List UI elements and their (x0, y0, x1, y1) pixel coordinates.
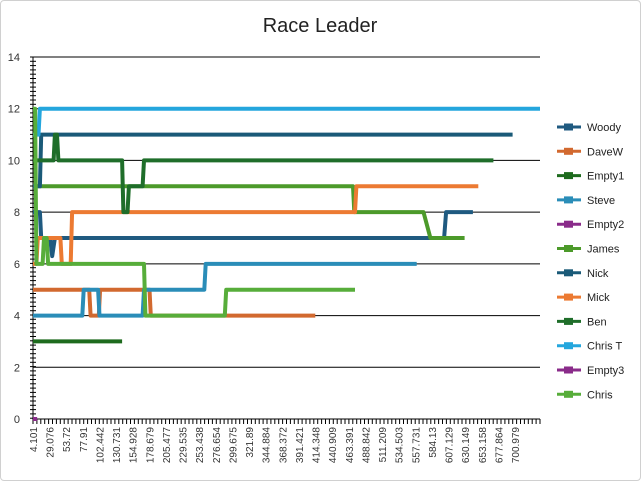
legend-label: Steve (587, 195, 615, 207)
x-tick-label: 205.477 (162, 427, 173, 464)
y-tick-label: 10 (8, 155, 20, 167)
legend-marker (564, 147, 573, 155)
legend-label: Mick (587, 292, 610, 304)
x-tick-label: 102.442 (95, 427, 106, 464)
x-tick-label: 4.101 (29, 427, 40, 452)
x-tick-label: 130.731 (112, 427, 123, 464)
legend-label: Chris T (587, 341, 623, 353)
x-tick-label: 511.209 (378, 427, 389, 463)
x-tick-label: 414.348 (312, 427, 323, 464)
x-tick-label: 53.72 (62, 427, 73, 452)
series-line-mick (33, 184, 479, 266)
x-tick-label: 534.503 (395, 427, 406, 464)
legend-marker (564, 196, 573, 204)
legend-marker (564, 293, 573, 301)
y-tick-label: 4 (14, 311, 20, 323)
y-tick-label: 14 (8, 52, 20, 64)
legend-marker (564, 366, 573, 374)
x-tick-label: 677.864 (494, 427, 505, 464)
y-tick-label: 2 (14, 362, 20, 374)
x-tick-label: 557.731 (411, 427, 422, 464)
x-tick-label: 321.89 (245, 427, 256, 458)
series-lines (33, 106, 540, 421)
legend-label: Empty1 (587, 171, 624, 183)
legend-marker (564, 172, 573, 180)
x-tick-label: 607.129 (445, 427, 456, 464)
x-tick-label: 368.372 (278, 427, 289, 464)
y-tick-label: 0 (14, 414, 20, 426)
x-tick-label: 178.679 (145, 427, 156, 464)
x-tick-label: 653.158 (478, 427, 489, 464)
axes: 0 2 4 6 8 10 12 14 4.101 29.076 53.72 77.91 102.442 1… (8, 52, 541, 464)
legend-label: Chris (587, 389, 613, 401)
chart-title: Race Leader (263, 15, 378, 37)
legend-marker (564, 245, 573, 252)
legend-label: Ben (587, 316, 607, 328)
legend-marker (564, 390, 573, 398)
legend: Woody DaveW Empty1 Steve Empty2 James Nick Mick… (557, 122, 624, 401)
x-tick-label: 276.654 (212, 427, 223, 464)
legend-label: James (587, 244, 620, 256)
x-tick-label: 391.421 (295, 427, 306, 464)
series-line-ben (33, 132, 494, 215)
legend-label: Nick (587, 268, 609, 280)
x-tick-label: 584.13 (428, 427, 439, 458)
x-tick-label: 488.842 (361, 427, 372, 464)
y-tick-label: 8 (14, 207, 20, 219)
legend-marker (564, 123, 573, 131)
x-tick-label: 29.076 (46, 427, 57, 458)
x-tick-label: 440.909 (328, 427, 339, 464)
series-line-steve (33, 261, 417, 318)
series-line-chris (33, 106, 355, 318)
y-tick-label: 6 (14, 259, 20, 271)
legend-label: Empty3 (587, 365, 624, 377)
x-tick-label: 229.535 (179, 427, 190, 464)
x-tick-label: 253.438 (195, 427, 206, 464)
legend-label: Empty2 (587, 219, 624, 231)
x-tick-label: 344.884 (262, 427, 273, 464)
legend-marker (564, 342, 573, 350)
series-line-davew (33, 287, 316, 318)
series-line-woody (33, 210, 473, 259)
y-tick-label: 12 (8, 104, 20, 116)
x-tick-label: 700.979 (511, 427, 522, 464)
x-tick-label: 299.675 (228, 427, 239, 464)
series-line-chris-t (33, 106, 540, 137)
legend-marker (564, 220, 573, 228)
legend-marker (564, 269, 573, 277)
legend-label: DaveW (587, 146, 624, 158)
x-tick-label: 463.391 (345, 427, 356, 464)
legend-marker (564, 317, 573, 325)
x-tick-label: 154.928 (129, 427, 140, 464)
x-tick-label: 630.149 (461, 427, 472, 464)
legend-label: Woody (587, 122, 622, 134)
x-tick-label: 77.91 (79, 427, 90, 452)
